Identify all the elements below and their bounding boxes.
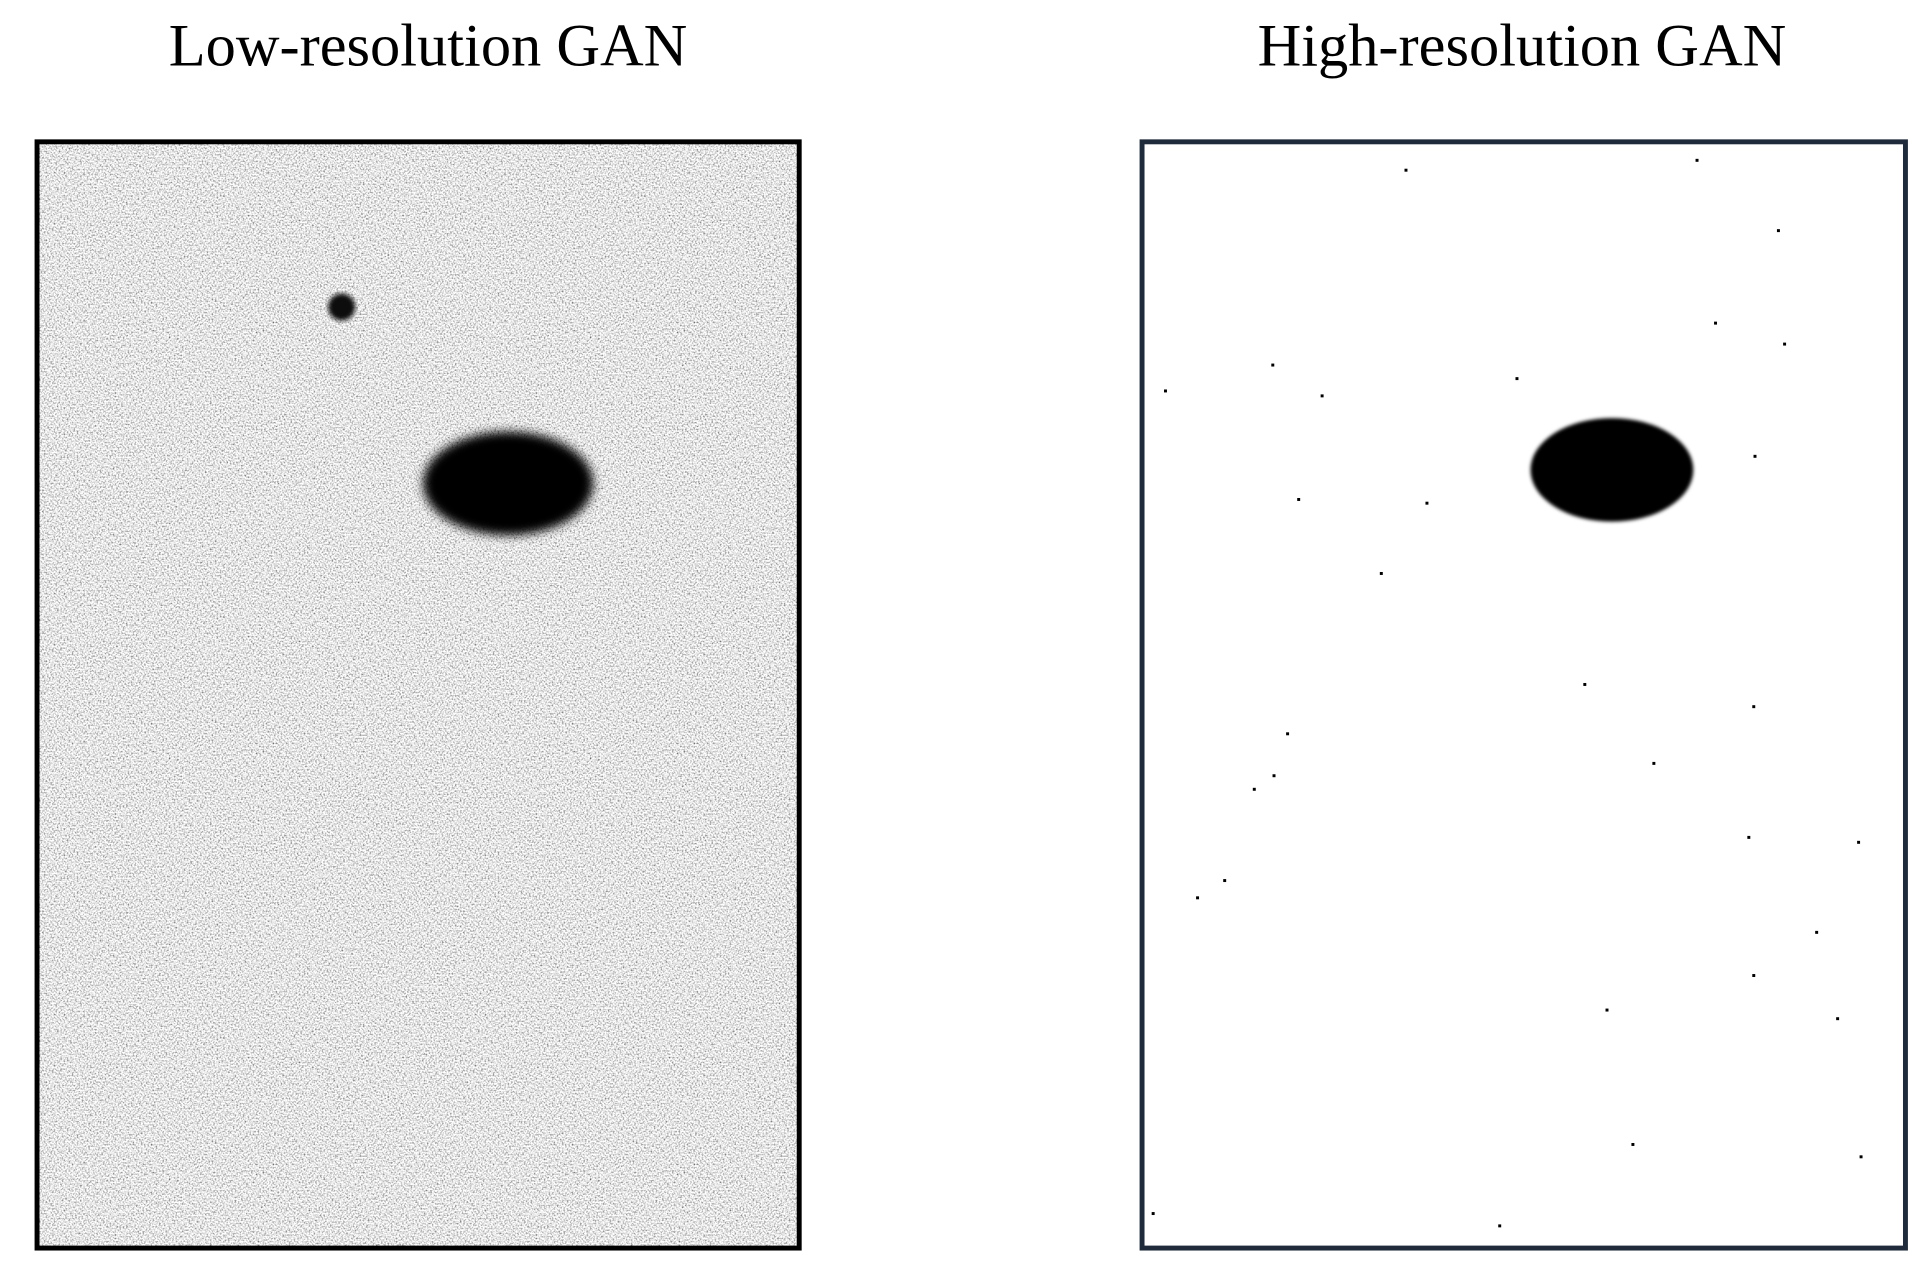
frame xyxy=(1139,139,1908,1251)
speckle xyxy=(1252,787,1256,791)
speckle xyxy=(1776,229,1780,233)
blob xyxy=(1530,418,1694,522)
low-res-panel xyxy=(34,139,802,1251)
speckles xyxy=(1151,158,1863,1228)
speckle xyxy=(1271,363,1275,367)
speckle xyxy=(1196,896,1200,900)
frame xyxy=(34,139,802,1251)
panel-title: Low-resolution GAN xyxy=(169,13,688,80)
panel-title: High-resolution GAN xyxy=(1258,13,1787,80)
speckle xyxy=(1752,974,1756,978)
speckle xyxy=(1583,682,1587,686)
noise-background xyxy=(37,141,800,1249)
speckle xyxy=(1425,501,1429,505)
speckle xyxy=(1297,497,1301,501)
speckle xyxy=(1498,1224,1502,1228)
speckle xyxy=(1815,930,1819,934)
speckle xyxy=(1859,1155,1863,1159)
speckle xyxy=(1783,342,1787,346)
speckle xyxy=(1272,774,1276,778)
speckle xyxy=(1151,1212,1155,1216)
high-res-panel xyxy=(1139,139,1908,1251)
speckle xyxy=(1404,168,1408,172)
blob xyxy=(423,431,594,536)
speckle xyxy=(1714,321,1718,325)
speckle xyxy=(1836,1017,1840,1021)
speckle xyxy=(1286,732,1290,736)
speckle xyxy=(1320,394,1324,398)
speckle xyxy=(1753,454,1757,458)
speckle xyxy=(1652,761,1656,765)
speckle xyxy=(1747,835,1751,839)
speckle xyxy=(1752,705,1756,709)
speckle xyxy=(1631,1142,1635,1146)
speckle xyxy=(1605,1008,1609,1012)
small-blob xyxy=(328,293,356,321)
background xyxy=(1142,141,1906,1249)
speckle xyxy=(1695,158,1699,162)
speckle xyxy=(1857,840,1861,844)
speckle xyxy=(1223,879,1227,883)
speckle xyxy=(1164,389,1167,393)
speckle xyxy=(1515,377,1519,381)
speckle xyxy=(1379,571,1383,575)
